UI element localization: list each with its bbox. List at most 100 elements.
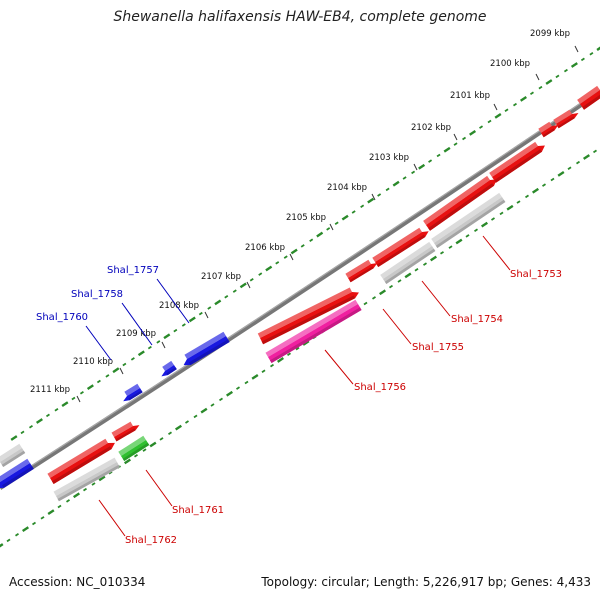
tick-mark <box>302 340 310 346</box>
gene-block-top <box>47 438 108 478</box>
tick-mark <box>402 176 407 180</box>
tick-mark <box>251 373 259 380</box>
tick-mark <box>249 278 254 282</box>
gene-shal-1756-top <box>265 299 358 357</box>
tick-mark <box>411 170 416 175</box>
kbp-label: 2111 kbp <box>30 385 70 395</box>
kbp-label: 2106 kbp <box>245 243 285 253</box>
gene-label-shal-1760: Shal_1760 <box>36 312 88 323</box>
tick-mark <box>239 282 247 289</box>
tick-mark <box>137 350 145 357</box>
tick-mark <box>538 85 543 90</box>
tick-mark <box>389 284 393 289</box>
tick-mark <box>414 267 419 272</box>
tick-mark <box>481 221 488 228</box>
tick-mark <box>198 311 203 316</box>
gene-shal-1758-top <box>162 360 174 371</box>
gene-block-shade <box>349 266 374 283</box>
gene-shal-1754-shade <box>384 248 436 284</box>
gene-label-shal-1756: Shal_1756 <box>354 382 406 393</box>
outer-tick-track <box>10 46 600 441</box>
tick-mark <box>96 379 101 384</box>
page-title: Shewanella halifaxensis HAW-EB4, complet… <box>113 9 487 25</box>
tick-mark <box>448 245 453 249</box>
tick-mark <box>580 57 585 62</box>
tick-mark <box>455 238 463 245</box>
gene-shal-1754-top <box>380 241 432 279</box>
tick-mark <box>258 272 263 276</box>
tick-mark <box>219 397 223 402</box>
tick-mark <box>73 492 80 499</box>
gene-label-shal-1753: Shal_1753 <box>510 269 562 280</box>
tick-mark <box>404 272 412 279</box>
tick-mark <box>261 369 266 373</box>
kbp-leader <box>535 73 540 81</box>
tick-mark <box>465 234 470 238</box>
gene-label-leader <box>121 302 153 346</box>
tick-mark <box>334 221 339 225</box>
tick-mark <box>232 289 237 293</box>
tick-mark <box>54 407 59 412</box>
gene-label-shal-1757: Shal_1757 <box>107 265 159 276</box>
tick-mark <box>563 68 568 73</box>
tick-mark <box>529 91 534 96</box>
tick-mark <box>142 448 147 452</box>
tick-mark <box>570 62 578 68</box>
gene-label-leader <box>145 469 173 507</box>
tick-mark <box>443 146 451 153</box>
kbp-leader <box>453 133 458 141</box>
tick-mark <box>224 294 229 299</box>
gene-label-leader <box>382 308 412 345</box>
tick-mark <box>163 333 171 340</box>
tick-mark <box>469 129 477 136</box>
gene-label-shal-1754: Shal_1754 <box>451 314 503 325</box>
tick-mark <box>326 227 331 231</box>
tick-mark <box>244 380 249 385</box>
tick-mark <box>35 418 43 424</box>
tick-mark <box>188 316 196 323</box>
gene-shal-1762-top <box>53 457 117 496</box>
tick-mark <box>0 543 4 548</box>
tick-mark <box>418 163 426 170</box>
gene-block-top <box>0 458 30 482</box>
gene-block-top <box>0 443 22 462</box>
tick-mark <box>283 255 288 259</box>
tick-mark <box>275 261 280 265</box>
gene-block-top <box>538 121 552 133</box>
gene-block-shade <box>582 94 600 110</box>
gene-block-top <box>577 85 600 104</box>
tick-mark <box>462 136 467 141</box>
tick-mark <box>124 458 131 465</box>
tick-mark <box>226 390 233 397</box>
tick-mark <box>557 170 565 177</box>
tick-mark <box>519 96 527 102</box>
tick-mark <box>83 487 87 492</box>
gene-label-leader <box>324 349 354 385</box>
gene-block-shade <box>2 466 34 488</box>
tick-mark <box>181 323 186 327</box>
gene-shal-1757 <box>183 336 230 366</box>
gene-shal-1758 <box>161 365 177 377</box>
tick-mark <box>98 475 106 482</box>
gene-shal-1757-top <box>184 331 226 359</box>
gene-shal-1760 <box>123 388 143 402</box>
gene-label-shal-1762: Shal_1762 <box>125 535 177 546</box>
genome-backbone-highlight <box>0 89 600 487</box>
tick-mark <box>309 238 314 242</box>
tick-mark <box>57 504 62 509</box>
tick-mark <box>487 119 492 124</box>
tick-mark <box>277 357 284 363</box>
tick-mark <box>555 74 560 79</box>
kbp-label: 2108 kbp <box>159 301 199 311</box>
genome-backbone <box>0 90 600 490</box>
gene-block <box>580 90 600 110</box>
tick-mark <box>512 102 517 107</box>
tick-mark <box>377 193 382 197</box>
tick-mark <box>185 420 189 424</box>
kbp-label: 2109 kbp <box>116 329 156 339</box>
tick-mark <box>316 231 324 238</box>
gene-block-shade <box>557 116 575 129</box>
kbp-leader <box>371 193 376 201</box>
